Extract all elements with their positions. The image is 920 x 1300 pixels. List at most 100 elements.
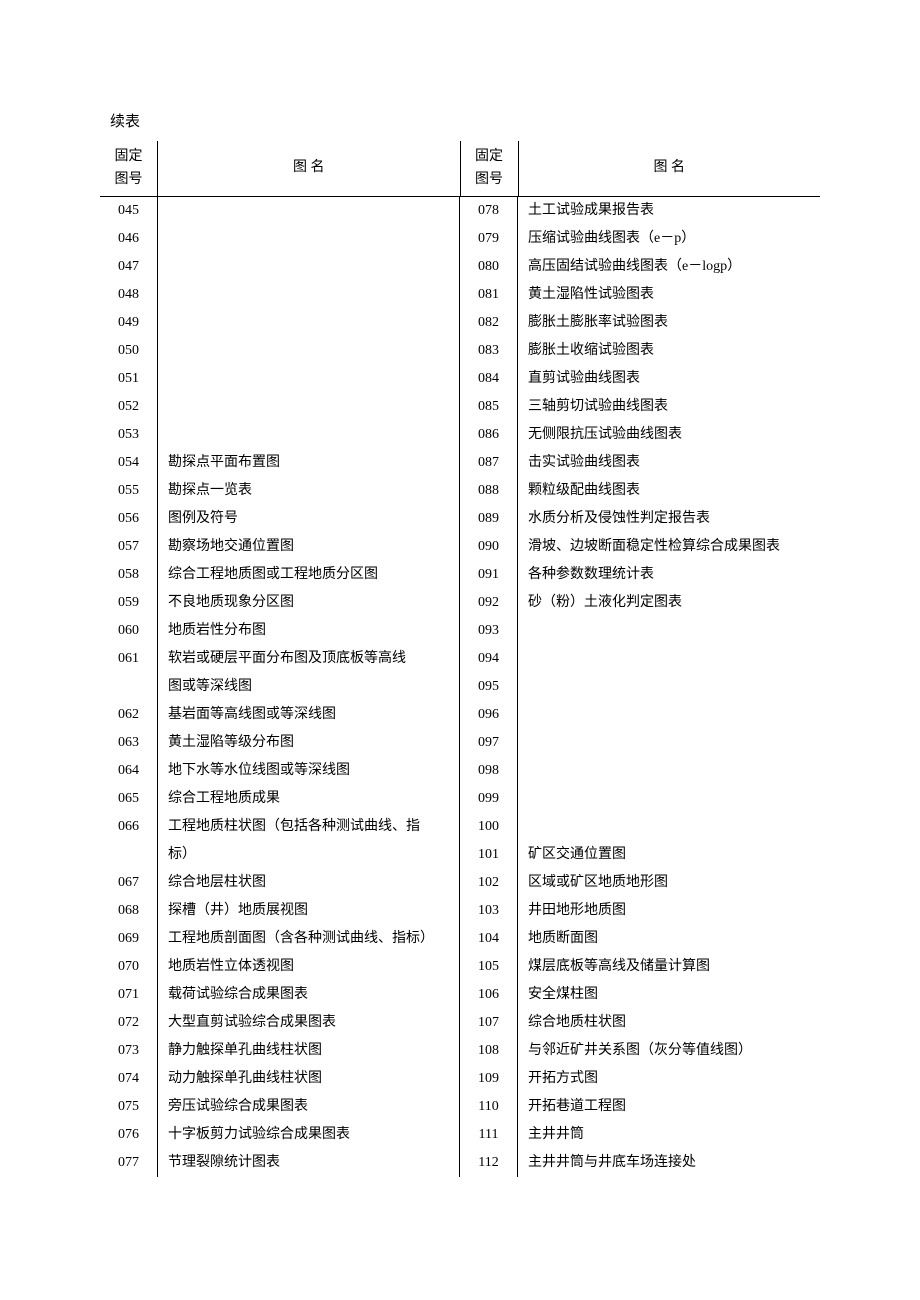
table-row: 059不良地质现象分区图 bbox=[100, 589, 460, 617]
row-name: 标） bbox=[158, 841, 460, 869]
header-name-label: 图 名 bbox=[654, 157, 686, 179]
table-row: 110开拓巷道工程图 bbox=[460, 1093, 820, 1121]
row-name: 地质断面图 bbox=[518, 925, 820, 953]
row-code: 047 bbox=[100, 253, 158, 281]
row-code: 048 bbox=[100, 281, 158, 309]
table-row: 053 bbox=[100, 421, 460, 449]
table-row: 056图例及符号 bbox=[100, 505, 460, 533]
table-row: 050 bbox=[100, 337, 460, 365]
row-name: 无侧限抗压试验曲线图表 bbox=[518, 421, 820, 449]
table-row: 047 bbox=[100, 253, 460, 281]
table-row: 060地质岩性分布图 bbox=[100, 617, 460, 645]
row-name: 膨胀土膨胀率试验图表 bbox=[518, 309, 820, 337]
row-name: 综合工程地质成果 bbox=[158, 785, 460, 813]
row-name: 区域或矿区地质地形图 bbox=[518, 869, 820, 897]
table-row: 094 bbox=[460, 645, 820, 673]
row-name: 土工试验成果报告表 bbox=[518, 197, 820, 225]
row-name: 十字板剪力试验综合成果图表 bbox=[158, 1121, 460, 1149]
row-code: 077 bbox=[100, 1149, 158, 1177]
table-row: 标） bbox=[100, 841, 460, 869]
row-code: 069 bbox=[100, 925, 158, 953]
row-code: 105 bbox=[460, 953, 518, 981]
table-row: 096 bbox=[460, 701, 820, 729]
table-row: 078土工试验成果报告表 bbox=[460, 197, 820, 225]
table-row: 081黄土湿陷性试验图表 bbox=[460, 281, 820, 309]
table-row: 101矿区交通位置图 bbox=[460, 841, 820, 869]
row-code: 051 bbox=[100, 365, 158, 393]
row-code: 112 bbox=[460, 1149, 518, 1177]
table-row: 087击实试验曲线图表 bbox=[460, 449, 820, 477]
row-name bbox=[518, 785, 820, 813]
row-code: 078 bbox=[460, 197, 518, 225]
row-code: 080 bbox=[460, 253, 518, 281]
row-name bbox=[158, 337, 460, 365]
table-row: 049 bbox=[100, 309, 460, 337]
table-row: 106安全煤柱图 bbox=[460, 981, 820, 1009]
row-name: 载荷试验综合成果图表 bbox=[158, 981, 460, 1009]
table-row: 093 bbox=[460, 617, 820, 645]
row-code: 071 bbox=[100, 981, 158, 1009]
header-id-line1: 固定 bbox=[115, 146, 143, 168]
row-code: 061 bbox=[100, 645, 158, 673]
table-row: 071载荷试验综合成果图表 bbox=[100, 981, 460, 1009]
table-row: 079压缩试验曲线图表（e－p） bbox=[460, 225, 820, 253]
row-name: 各种参数数理统计表 bbox=[518, 561, 820, 589]
table-header: 固定 图号 图 名 固定 图号 图 名 bbox=[100, 141, 820, 197]
table-row: 068探槽（井）地质展视图 bbox=[100, 897, 460, 925]
row-code: 104 bbox=[460, 925, 518, 953]
row-name bbox=[158, 365, 460, 393]
row-code: 074 bbox=[100, 1065, 158, 1093]
row-code: 097 bbox=[460, 729, 518, 757]
table-row: 064地下水等水位线图或等深线图 bbox=[100, 757, 460, 785]
header-name-left: 图 名 bbox=[158, 141, 461, 196]
row-code: 050 bbox=[100, 337, 158, 365]
row-code: 063 bbox=[100, 729, 158, 757]
table-row: 112主井井筒与井底车场连接处 bbox=[460, 1149, 820, 1177]
row-name: 基岩面等高线图或等深线图 bbox=[158, 701, 460, 729]
table-row: 046 bbox=[100, 225, 460, 253]
row-name: 大型直剪试验综合成果图表 bbox=[158, 1009, 460, 1037]
table-row: 067综合地层柱状图 bbox=[100, 869, 460, 897]
row-name: 安全煤柱图 bbox=[518, 981, 820, 1009]
table-row: 063黄土湿陷等级分布图 bbox=[100, 729, 460, 757]
table-row: 082膨胀土膨胀率试验图表 bbox=[460, 309, 820, 337]
row-name: 综合地层柱状图 bbox=[158, 869, 460, 897]
continuation-label: 续表 bbox=[110, 110, 820, 131]
row-code: 109 bbox=[460, 1065, 518, 1093]
table-row: 054勘探点平面布置图 bbox=[100, 449, 460, 477]
row-name: 高压固结试验曲线图表（e－logp） bbox=[518, 253, 820, 281]
row-code: 098 bbox=[460, 757, 518, 785]
row-code: 086 bbox=[460, 421, 518, 449]
row-name bbox=[158, 393, 460, 421]
table-row: 084直剪试验曲线图表 bbox=[460, 365, 820, 393]
row-name: 不良地质现象分区图 bbox=[158, 589, 460, 617]
row-code: 101 bbox=[460, 841, 518, 869]
table-row: 069工程地质剖面图（含各种测试曲线、指标） bbox=[100, 925, 460, 953]
row-name: 与邻近矿井关系图（灰分等值线图） bbox=[518, 1037, 820, 1065]
table-row: 097 bbox=[460, 729, 820, 757]
row-name: 开拓方式图 bbox=[518, 1065, 820, 1093]
row-code bbox=[100, 673, 158, 701]
row-code: 106 bbox=[460, 981, 518, 1009]
row-name: 地质岩性分布图 bbox=[158, 617, 460, 645]
table-row: 062基岩面等高线图或等深线图 bbox=[100, 701, 460, 729]
row-name: 综合地质柱状图 bbox=[518, 1009, 820, 1037]
table-row: 075旁压试验综合成果图表 bbox=[100, 1093, 460, 1121]
row-name: 煤层底板等高线及储量计算图 bbox=[518, 953, 820, 981]
row-code: 067 bbox=[100, 869, 158, 897]
table-row: 100 bbox=[460, 813, 820, 841]
table-row: 076十字板剪力试验综合成果图表 bbox=[100, 1121, 460, 1149]
table-row: 052 bbox=[100, 393, 460, 421]
row-name bbox=[518, 729, 820, 757]
row-name: 主井井筒 bbox=[518, 1121, 820, 1149]
row-name: 综合工程地质图或工程地质分区图 bbox=[158, 561, 460, 589]
row-code bbox=[100, 841, 158, 869]
row-code: 092 bbox=[460, 589, 518, 617]
row-code: 062 bbox=[100, 701, 158, 729]
row-name: 水质分析及侵蚀性判定报告表 bbox=[518, 505, 820, 533]
row-code: 103 bbox=[460, 897, 518, 925]
row-code: 068 bbox=[100, 897, 158, 925]
row-code: 079 bbox=[460, 225, 518, 253]
table-row: 074动力触探单孔曲线柱状图 bbox=[100, 1065, 460, 1093]
row-code: 052 bbox=[100, 393, 158, 421]
